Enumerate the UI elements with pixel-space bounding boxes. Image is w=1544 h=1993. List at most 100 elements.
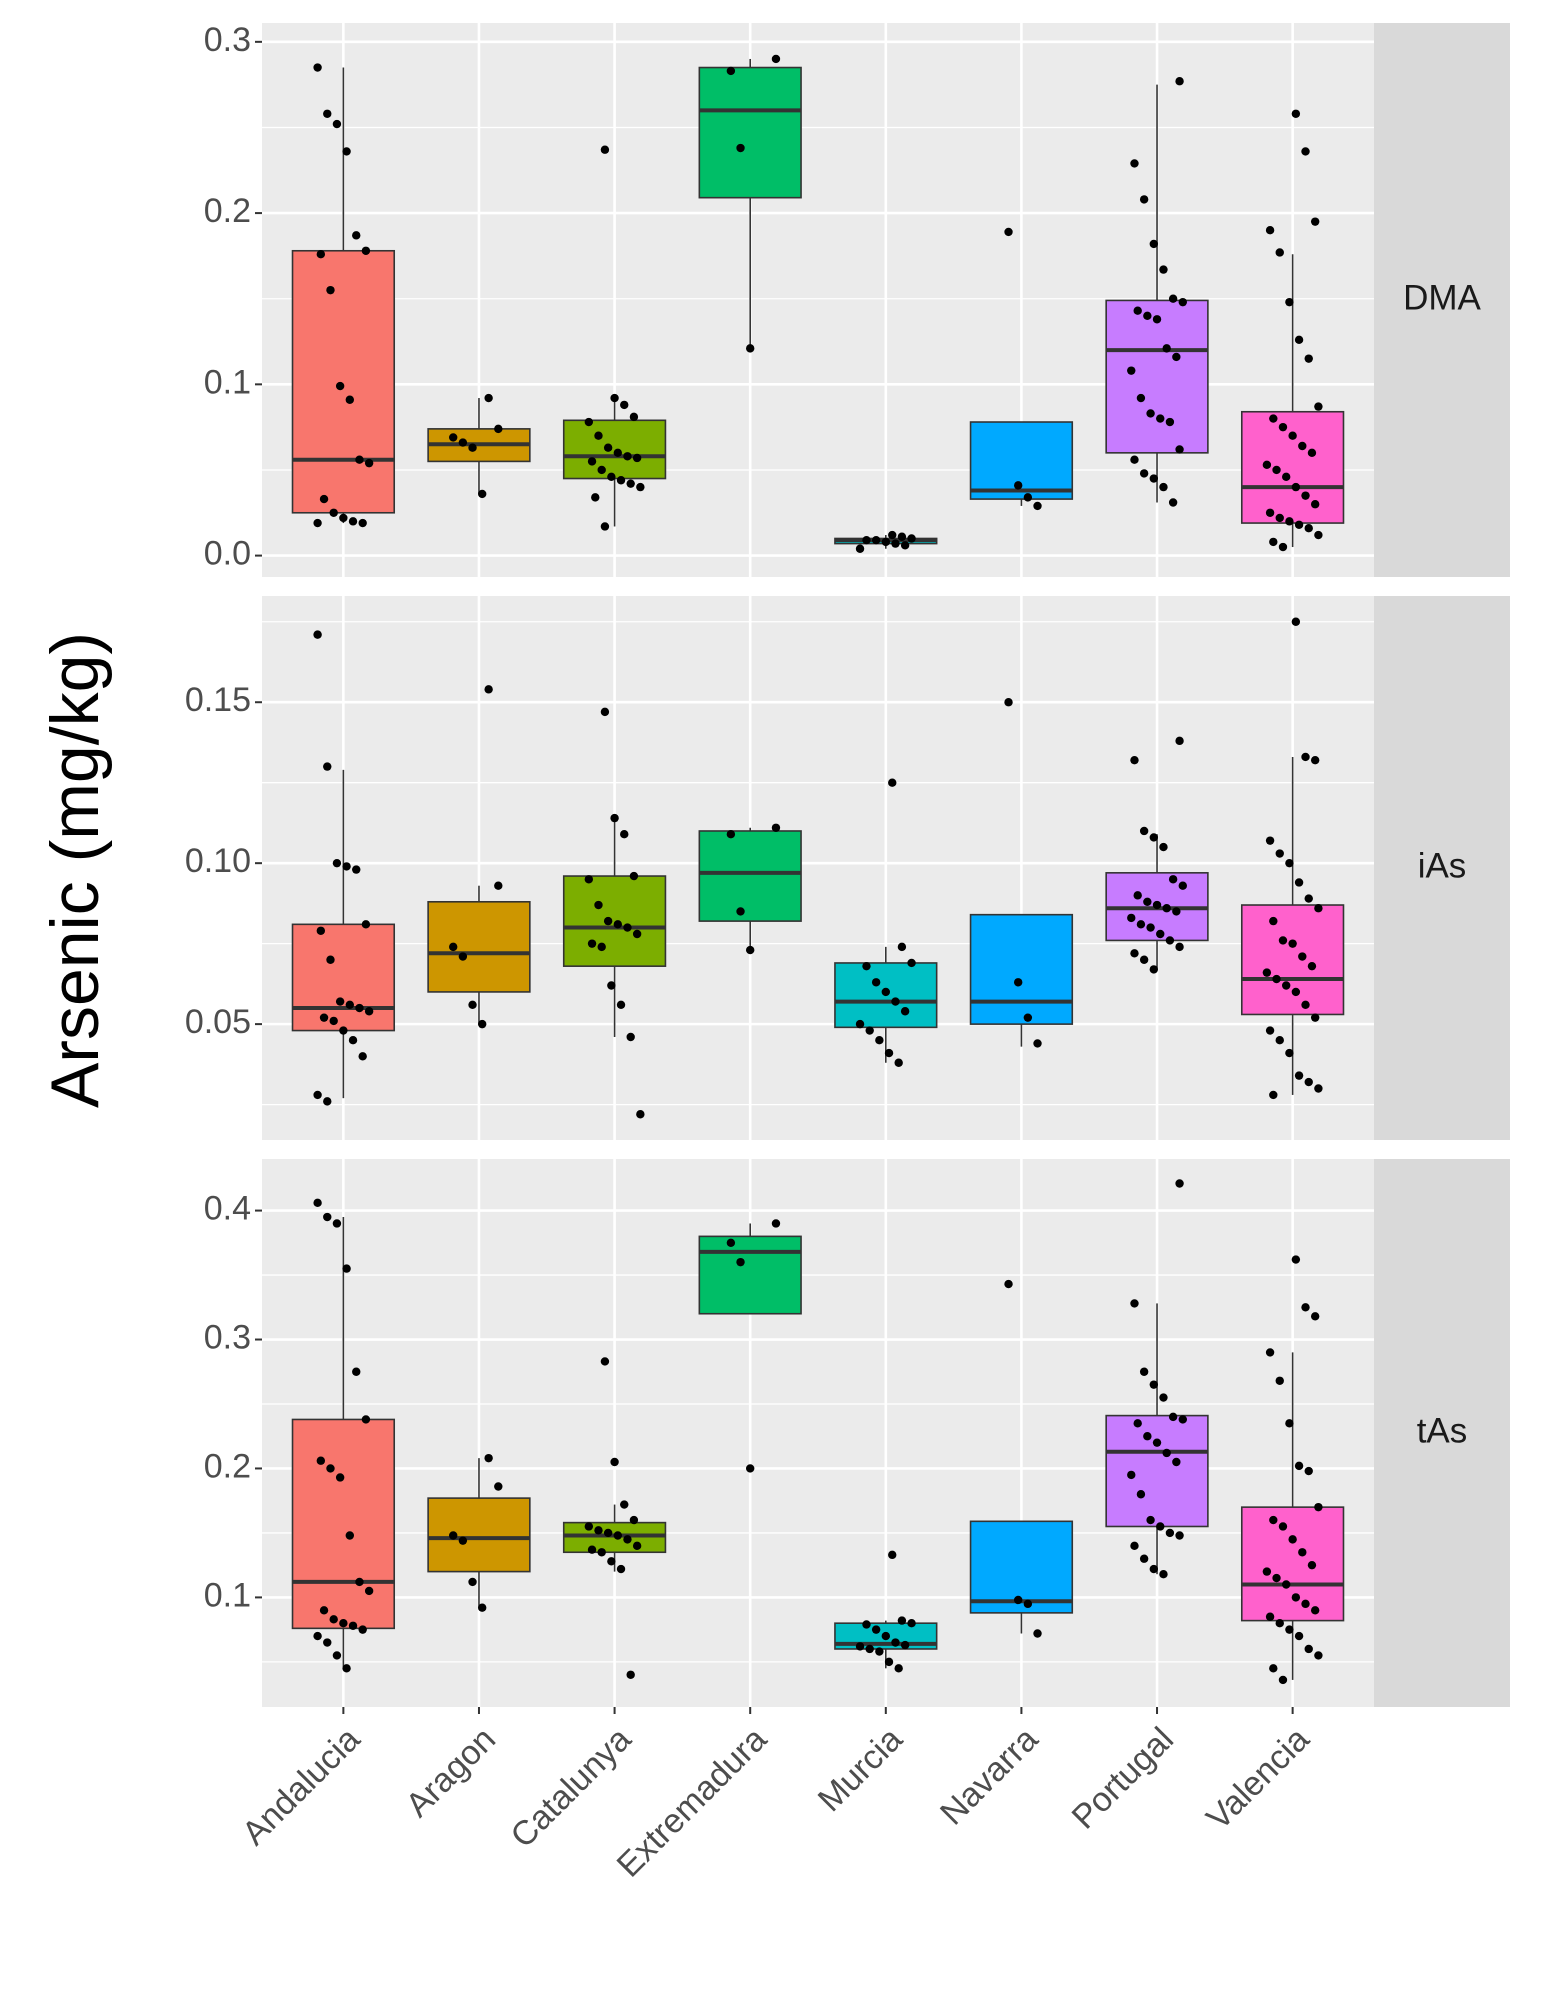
data-point xyxy=(1272,465,1281,475)
data-point xyxy=(323,109,332,118)
data-point xyxy=(468,443,477,452)
data-point xyxy=(1143,897,1152,906)
data-point xyxy=(1136,920,1146,929)
data-point xyxy=(636,1110,645,1119)
data-point xyxy=(610,1457,619,1467)
data-point xyxy=(1156,929,1165,939)
data-point xyxy=(345,1531,355,1540)
data-point xyxy=(884,1048,894,1058)
strip-background xyxy=(1374,23,1510,577)
data-point xyxy=(1278,1675,1288,1685)
data-point xyxy=(855,544,865,553)
data-point xyxy=(888,530,897,540)
data-point xyxy=(594,431,603,440)
data-point xyxy=(313,63,322,72)
data-point xyxy=(313,1090,322,1100)
data-point xyxy=(875,1647,884,1656)
data-point xyxy=(1285,297,1294,307)
data-point xyxy=(364,1007,374,1016)
data-point xyxy=(1159,482,1168,492)
data-point xyxy=(613,1531,623,1540)
data-point xyxy=(736,143,745,153)
data-point xyxy=(871,1625,881,1634)
box xyxy=(969,913,1074,1025)
data-point xyxy=(1172,1457,1181,1467)
data-point xyxy=(855,1642,865,1651)
data-point xyxy=(494,881,503,890)
data-point xyxy=(1162,1448,1171,1458)
data-point xyxy=(1172,352,1181,362)
data-point xyxy=(335,1473,345,1482)
data-point xyxy=(1294,520,1304,529)
data-point xyxy=(1301,752,1310,762)
data-point xyxy=(1156,414,1165,423)
box xyxy=(1105,1414,1209,1528)
data-point xyxy=(629,1515,639,1525)
data-point xyxy=(1143,1432,1152,1441)
x-tick-label: Murcia xyxy=(811,1720,910,1819)
data-point xyxy=(335,381,345,391)
data-point xyxy=(1162,904,1171,913)
data-point xyxy=(891,997,900,1006)
data-point xyxy=(335,997,345,1006)
data-point xyxy=(616,1564,626,1574)
data-point xyxy=(1298,952,1307,961)
data-point xyxy=(597,942,606,952)
data-point xyxy=(1288,939,1297,948)
data-point xyxy=(1130,755,1139,765)
data-point xyxy=(907,534,916,543)
data-point xyxy=(316,249,326,259)
data-point xyxy=(355,1577,364,1587)
data-point xyxy=(616,476,626,485)
data-point xyxy=(1175,1531,1184,1540)
data-point xyxy=(355,455,364,464)
x-tick-label: Catalunya xyxy=(503,1720,638,1855)
data-point xyxy=(855,1019,865,1029)
data-point xyxy=(1149,474,1159,483)
data-point xyxy=(1165,936,1175,945)
data-point xyxy=(862,535,871,545)
y-tick-label: 0.1 xyxy=(204,363,251,401)
data-point xyxy=(364,1586,374,1596)
data-point xyxy=(632,929,642,939)
data-point xyxy=(907,1618,916,1628)
data-point xyxy=(1285,1625,1294,1634)
data-point xyxy=(1278,1522,1288,1531)
data-point xyxy=(1127,1470,1136,1480)
data-point xyxy=(1149,239,1159,249)
y-tick-label: 0.3 xyxy=(204,1319,251,1357)
data-point xyxy=(1159,1569,1168,1579)
data-point xyxy=(1278,422,1288,432)
data-point xyxy=(603,1528,613,1538)
data-point xyxy=(348,1036,358,1045)
box xyxy=(698,1235,802,1315)
data-point xyxy=(1291,617,1301,626)
data-point xyxy=(477,1603,487,1612)
data-point xyxy=(352,865,361,874)
data-point xyxy=(600,145,610,154)
data-point xyxy=(1178,881,1187,890)
data-point xyxy=(484,685,493,694)
data-point xyxy=(1130,159,1139,168)
data-point xyxy=(1304,1077,1313,1087)
data-point xyxy=(1288,431,1297,440)
box xyxy=(291,1418,396,1630)
data-point xyxy=(1281,472,1291,482)
data-point xyxy=(326,1464,335,1473)
data-point xyxy=(881,1631,891,1641)
data-point xyxy=(1033,1039,1042,1048)
data-point xyxy=(329,1615,338,1624)
data-point xyxy=(1285,517,1294,526)
data-point xyxy=(449,433,458,442)
data-point xyxy=(1265,1026,1275,1035)
data-point xyxy=(1272,1573,1281,1583)
data-point xyxy=(1133,1419,1142,1428)
data-point xyxy=(1269,916,1278,926)
data-point xyxy=(1310,1013,1320,1022)
data-point xyxy=(600,707,610,717)
data-point xyxy=(348,1621,358,1630)
data-point xyxy=(629,871,639,881)
data-point xyxy=(745,344,755,353)
data-point xyxy=(623,1535,632,1544)
data-point xyxy=(1281,981,1291,990)
